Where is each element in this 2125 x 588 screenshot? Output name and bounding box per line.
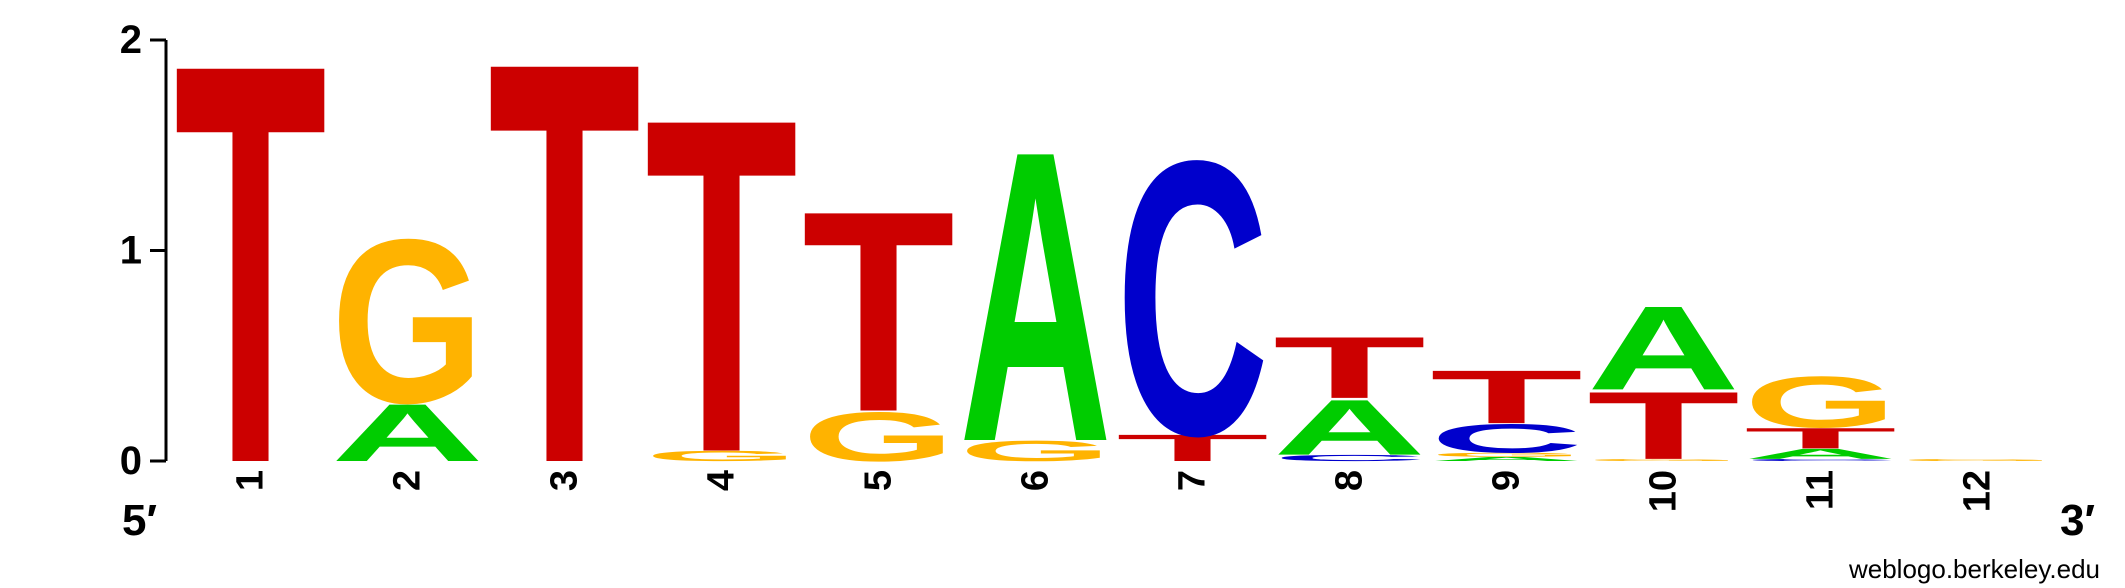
x-tick-label-7: 7	[1172, 470, 1214, 491]
x-tick-label-2: 2	[387, 470, 429, 491]
x-tick-label-3: 3	[544, 470, 586, 491]
logo-letter-g: G	[331, 190, 484, 452]
logo-letter-c: C	[1430, 416, 1583, 462]
x-tick-label-4: 4	[701, 470, 743, 491]
logo-column-8: CAT	[1273, 319, 1426, 471]
logo-column-5: GT	[802, 151, 955, 476]
five-prime-label: 5′	[122, 496, 157, 545]
x-tick-label-9: 9	[1486, 470, 1528, 491]
logo-letter-a: A	[1430, 456, 1583, 463]
logo-column-4: GT	[645, 20, 798, 552]
logo-letter-c: C	[1116, 81, 1269, 518]
logo-letter-t: T	[645, 20, 798, 552]
y-tick-label-1: 1	[120, 229, 142, 273]
logo-letter-a: A	[331, 387, 484, 478]
logo-letter-t: T	[802, 151, 955, 472]
logo-letter-c: C	[1744, 458, 1897, 461]
x-tick-label-10: 10	[1643, 470, 1685, 512]
logo-column-10: GTA	[1587, 282, 1740, 480]
logo-letter-t: T	[1273, 319, 1426, 417]
y-axis: 0 1 2	[120, 18, 168, 483]
x-tick-label-1: 1	[230, 470, 272, 491]
logo-letter-t: T	[1116, 427, 1269, 470]
logo-letter-a: A	[959, 66, 1112, 529]
logo-letter-t: T	[174, 0, 327, 583]
x-tick-label-8: 8	[1329, 470, 1371, 491]
x-tick-label-11: 11	[1800, 470, 1842, 510]
credit-text: weblogo.berkeley.edu	[1848, 554, 2100, 584]
logo-column-7: TC	[1116, 81, 1269, 518]
logo-letter-g: G	[1901, 458, 2054, 461]
logo-column-3: T	[488, 0, 641, 583]
logo-column-2: AG	[331, 190, 484, 478]
logo-letter-t: T	[1587, 372, 1740, 480]
logo-letter-t: T	[1744, 422, 1897, 455]
logo-letter-c: C	[1273, 453, 1426, 463]
logo-letter-a: A	[1744, 446, 1897, 462]
logo-letter-g: G	[1744, 361, 1897, 443]
logo-letter-a: A	[1587, 282, 1740, 415]
logo-letter-g: G	[645, 448, 798, 464]
y-tick-label-2: 2	[120, 18, 142, 62]
logo-letter-g: G	[802, 398, 955, 476]
logo-column-12: G	[1901, 458, 2054, 461]
logo-letter-g: G	[1587, 458, 1740, 461]
logo-letter-t: T	[1430, 355, 1583, 440]
x-tick-label-6: 6	[1015, 470, 1057, 491]
logo-letter-a: A	[1273, 383, 1426, 471]
logo-letter-g: G	[1430, 451, 1583, 458]
logo-column-1: T	[174, 0, 327, 583]
x-tick-labels: 1 2 3 4 5 6 7 8 9 10 11 12	[230, 470, 1999, 512]
three-prime-label: 3′	[2060, 496, 2095, 545]
logo-letter-g: G	[959, 435, 1112, 468]
y-tick-label-0: 0	[120, 439, 142, 483]
logo-letter-t: T	[488, 0, 641, 583]
x-tick-label-5: 5	[858, 470, 900, 491]
logo-column-6: GA	[959, 66, 1112, 529]
x-tick-label-12: 12	[1957, 470, 1999, 512]
